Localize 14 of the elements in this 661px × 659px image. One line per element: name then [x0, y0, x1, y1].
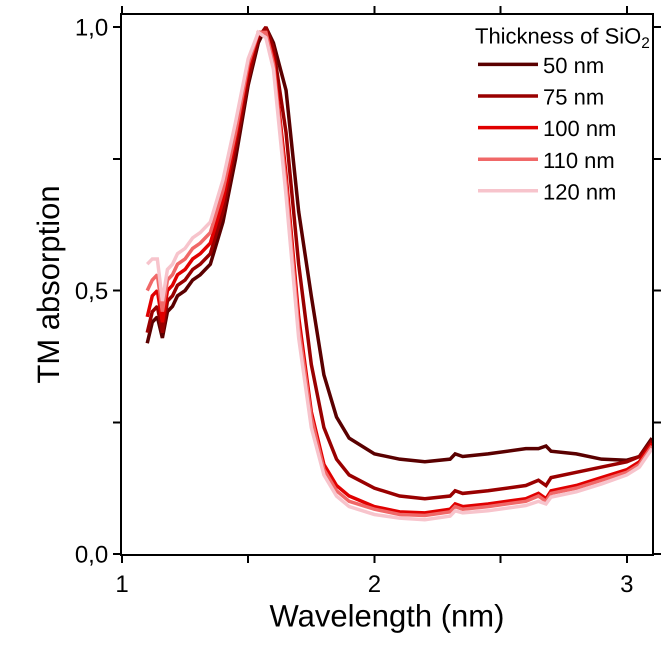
legend-label: 110 nm [543, 148, 615, 173]
legend-label: 120 nm [543, 179, 616, 204]
legend-title: Thickness of SiO$_{2}$ [475, 24, 650, 52]
y-axis-title: TM absorption [30, 185, 66, 384]
x-axis-title: Wavelength (nm) [270, 598, 504, 634]
legend-label: 75 nm [543, 84, 604, 110]
x-tick-label: 2 [368, 570, 382, 598]
legend-label: 50 nm [543, 52, 604, 78]
y-tick-label: 0,5 [74, 278, 108, 305]
legend-label: 100 nm [543, 116, 616, 142]
y-tick-label: 1,0 [74, 14, 108, 42]
x-tick-label: 3 [620, 570, 634, 598]
x-tick-label: 1 [115, 570, 129, 598]
y-tick-label: 0,0 [74, 541, 108, 568]
